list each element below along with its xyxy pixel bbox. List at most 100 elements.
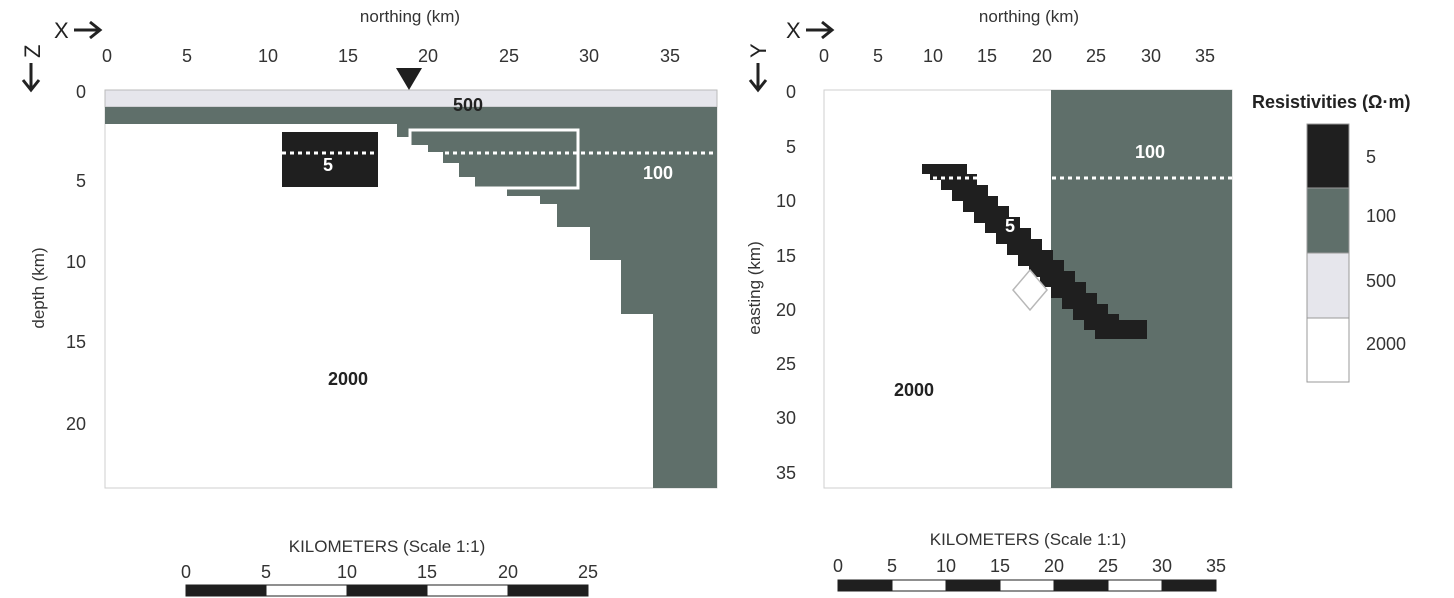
left-x-tick: 30 [579, 46, 599, 66]
legend-swatch-2000 [1306, 317, 1350, 383]
right-scale-segment [1053, 579, 1109, 592]
left-scale-tick: 25 [578, 562, 598, 582]
left-y-ticks: 0 5 10 15 20 [66, 82, 86, 434]
right-y-tick: 20 [776, 300, 796, 320]
legend-swatch-100 [1306, 187, 1350, 254]
left-x-tick: 20 [418, 46, 438, 66]
left-top-axis-label: northing (km) [360, 7, 460, 26]
left-panel: X Z northing (km) depth (km) 0 5 10 15 2… [20, 7, 718, 597]
right-x-tick: 35 [1195, 46, 1215, 66]
right-y-tick: 35 [776, 463, 796, 483]
left-label-100: 100 [643, 163, 673, 183]
left-scale-segment [265, 584, 348, 597]
right-scale-tick: 15 [990, 556, 1010, 576]
legend-swatch-5 [1306, 123, 1350, 189]
left-x-direction-label: X [54, 18, 69, 43]
right-y-tick: 15 [776, 246, 796, 266]
left-y-tick: 5 [76, 171, 86, 191]
right-scale-title: KILOMETERS (Scale 1:1) [930, 530, 1127, 549]
left-scale-segment [185, 584, 267, 597]
left-z-direction-label: Z [20, 45, 45, 58]
right-x-direction-label: X [786, 18, 801, 43]
legend: Resistivities (Ω·m) 5 100 500 2000 [1252, 92, 1410, 383]
right-label-100: 100 [1135, 142, 1165, 162]
legend-label-5: 5 [1366, 147, 1376, 167]
right-scale-segment [999, 579, 1055, 592]
right-y-tick: 5 [786, 137, 796, 157]
right-scale-tick: 20 [1044, 556, 1064, 576]
left-x-tick: 5 [182, 46, 192, 66]
right-x-tick: 15 [977, 46, 997, 66]
left-region-100 [105, 107, 717, 488]
left-x-tick: 25 [499, 46, 519, 66]
left-z-arrow-icon [21, 63, 41, 93]
left-scale-tick: 10 [337, 562, 357, 582]
left-y-tick: 10 [66, 252, 86, 272]
right-x-tick: 10 [923, 46, 943, 66]
right-scale-tick: 30 [1152, 556, 1172, 576]
right-scale-segment [945, 579, 1001, 592]
right-scale-segment [1161, 579, 1217, 592]
right-panel: X Y northing (km) easting (km) 0 5 10 15… [745, 7, 1233, 592]
right-x-tick: 0 [819, 46, 829, 66]
left-block-5 [282, 132, 378, 187]
left-x-arrow-icon [74, 20, 103, 40]
right-scale-tick: 5 [887, 556, 897, 576]
right-scale-segment [837, 579, 893, 592]
left-label-500: 500 [453, 95, 483, 115]
left-layer-500 [104, 89, 718, 108]
left-y-axis-label: depth (km) [29, 247, 48, 328]
left-x-tick: 10 [258, 46, 278, 66]
left-label-5: 5 [323, 155, 333, 175]
right-scale-tick: 10 [936, 556, 956, 576]
right-scale-segment [1107, 579, 1163, 592]
legend-label-2000: 2000 [1366, 334, 1406, 354]
left-x-tick: 15 [338, 46, 358, 66]
left-scale-tick: 5 [261, 562, 271, 582]
left-x-tick: 0 [102, 46, 112, 66]
right-label-2000: 2000 [894, 380, 934, 400]
left-scale-tick: 0 [181, 562, 191, 582]
left-y-tick: 0 [76, 82, 86, 102]
left-scale-bar: KILOMETERS (Scale 1:1) 0 5 10 15 20 25 [181, 537, 598, 597]
right-y-direction-label: Y [746, 43, 771, 58]
left-scale-tick: 20 [498, 562, 518, 582]
right-x-tick: 5 [873, 46, 883, 66]
legend-title: Resistivities (Ω·m) [1252, 92, 1410, 112]
left-scale-segment [426, 584, 509, 597]
right-scale-tick: 35 [1206, 556, 1226, 576]
right-x-arrow-icon [806, 20, 835, 40]
right-y-arrow-icon [748, 63, 768, 93]
right-x-tick: 30 [1141, 46, 1161, 66]
left-y-tick: 15 [66, 332, 86, 352]
right-dike-5 [922, 164, 1147, 339]
right-label-5: 5 [1005, 216, 1015, 236]
right-y-ticks: 0 5 10 15 20 25 30 35 [776, 82, 796, 483]
legend-label-500: 500 [1366, 271, 1396, 291]
right-y-tick: 25 [776, 354, 796, 374]
right-y-axis-label: easting (km) [745, 241, 764, 335]
station-marker-icon [396, 68, 422, 90]
right-y-tick: 10 [776, 191, 796, 211]
right-scale-bar: KILOMETERS (Scale 1:1) 0 5 10 15 20 25 3… [833, 530, 1226, 592]
right-scale-tick: 0 [833, 556, 843, 576]
left-y-tick: 20 [66, 414, 86, 434]
left-label-2000: 2000 [328, 369, 368, 389]
right-top-axis-label: northing (km) [979, 7, 1079, 26]
left-scale-segment [346, 584, 428, 597]
right-x-ticks: 0 5 10 15 20 25 30 35 [819, 46, 1215, 66]
right-scale-segment [891, 579, 947, 592]
left-scale-segment [507, 584, 589, 597]
left-x-ticks: 0 5 10 15 20 25 30 35 [102, 46, 680, 66]
diamond-marker-icon [1012, 268, 1048, 312]
legend-label-100: 100 [1366, 206, 1396, 226]
left-outline-box [408, 128, 580, 190]
left-scale-title: KILOMETERS (Scale 1:1) [289, 537, 486, 556]
right-x-tick: 20 [1032, 46, 1052, 66]
right-x-tick: 25 [1086, 46, 1106, 66]
right-y-tick: 0 [786, 82, 796, 102]
left-scale-tick: 15 [417, 562, 437, 582]
right-scale-tick: 25 [1098, 556, 1118, 576]
right-y-tick: 30 [776, 408, 796, 428]
